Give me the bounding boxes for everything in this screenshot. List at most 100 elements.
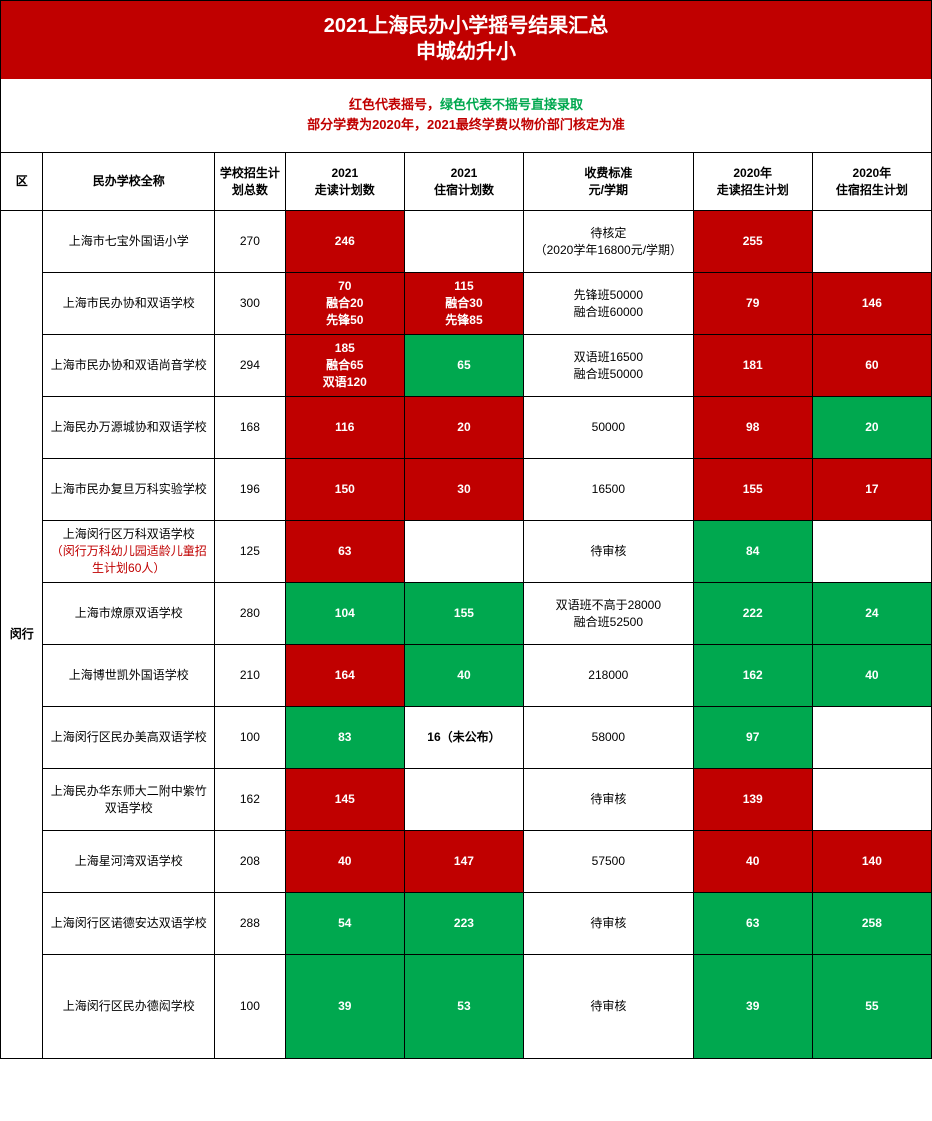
table-row: 上海博世凯外国语学校2101644021800016240: [1, 645, 932, 707]
school-name: 上海市民办协和双语尚音学校: [43, 335, 215, 397]
fee: 58000: [524, 707, 694, 769]
school-name: 上海民办华东师大二附中紫竹双语学校: [43, 769, 215, 831]
school-name: 上海市七宝外国语小学: [43, 211, 215, 273]
day-2020: 39: [693, 955, 812, 1059]
col-header-6: 2020年走读招生计划: [693, 153, 812, 211]
board-2020: 20: [812, 397, 931, 459]
day-2020: 63: [693, 893, 812, 955]
school-name: 上海闵行区万科双语学校（闵行万科幼儿园适龄儿童招生计划60人）: [43, 521, 215, 583]
board-2021: [404, 211, 523, 273]
legend-line2: 部分学费为2020年，2021最终学费以物价部门核定为准: [307, 117, 625, 132]
board-2020: [812, 707, 931, 769]
day-2020: 139: [693, 769, 812, 831]
day-2020: 155: [693, 459, 812, 521]
table-row: 上海民办万源城协和双语学校16811620500009820: [1, 397, 932, 459]
total-plan: 168: [215, 397, 286, 459]
table-row: 上海闵行区万科双语学校（闵行万科幼儿园适龄儿童招生计划60人）12563待审核8…: [1, 521, 932, 583]
fee: 待核定（2020学年16800元/学期）: [524, 211, 694, 273]
fee: 218000: [524, 645, 694, 707]
school-name: 上海民办万源城协和双语学校: [43, 397, 215, 459]
board-2021: 65: [404, 335, 523, 397]
school-name: 上海闵行区民办德闳学校: [43, 955, 215, 1059]
board-2021: 115融合30先锋85: [404, 273, 523, 335]
board-2021: 20: [404, 397, 523, 459]
fee: 双语班16500融合班50000: [524, 335, 694, 397]
fee: 待审核: [524, 769, 694, 831]
board-2021: 30: [404, 459, 523, 521]
total-plan: 100: [215, 707, 286, 769]
day-2020: 98: [693, 397, 812, 459]
fee: 16500: [524, 459, 694, 521]
school-name: 上海市燎原双语学校: [43, 583, 215, 645]
table-row: 上海市燎原双语学校280104155双语班不高于28000融合班52500222…: [1, 583, 932, 645]
fee: 待审核: [524, 955, 694, 1059]
col-header-0: 区: [1, 153, 43, 211]
page-header: 2021上海民办小学摇号结果汇总 申城幼升小: [0, 0, 932, 79]
day-2020: 255: [693, 211, 812, 273]
board-2020: 17: [812, 459, 931, 521]
total-plan: 280: [215, 583, 286, 645]
table-row: 上海市民办协和双语学校30070融合20先锋50115融合30先锋85先锋班50…: [1, 273, 932, 335]
board-2021: [404, 521, 523, 583]
day-2021: 164: [285, 645, 404, 707]
results-table: 区民办学校全称学校招生计划总数2021走读计划数2021住宿计划数收费标准元/学…: [0, 152, 932, 1059]
board-2021: 223: [404, 893, 523, 955]
board-2021: 155: [404, 583, 523, 645]
school-name: 上海闵行区诺德安达双语学校: [43, 893, 215, 955]
total-plan: 162: [215, 769, 286, 831]
total-plan: 294: [215, 335, 286, 397]
total-plan: 100: [215, 955, 286, 1059]
table-header-row: 区民办学校全称学校招生计划总数2021走读计划数2021住宿计划数收费标准元/学…: [1, 153, 932, 211]
header-line1: 2021上海民办小学摇号结果汇总: [1, 13, 931, 39]
day-2020: 40: [693, 831, 812, 893]
day-2021: 70融合20先锋50: [285, 273, 404, 335]
board-2021: 16（未公布）: [404, 707, 523, 769]
col-header-1: 民办学校全称: [43, 153, 215, 211]
table-row: 上海闵行区诺德安达双语学校28854223待审核63258: [1, 893, 932, 955]
fee: 57500: [524, 831, 694, 893]
header-line2: 申城幼升小: [1, 39, 931, 65]
total-plan: 300: [215, 273, 286, 335]
legend-red-1: 红色代表摇号，: [349, 97, 440, 112]
day-2021: 40: [285, 831, 404, 893]
day-2020: 181: [693, 335, 812, 397]
legend-green-1: 绿色代表不摇号直接录取: [440, 97, 583, 112]
table-row: 上海民办华东师大二附中紫竹双语学校162145 待审核139: [1, 769, 932, 831]
col-header-5: 收费标准元/学期: [524, 153, 694, 211]
table-row: 上海市民办复旦万科实验学校196150301650015517: [1, 459, 932, 521]
total-plan: 270: [215, 211, 286, 273]
total-plan: 288: [215, 893, 286, 955]
board-2020: [812, 769, 931, 831]
total-plan: 196: [215, 459, 286, 521]
fee: 待审核: [524, 893, 694, 955]
day-2020: 97: [693, 707, 812, 769]
fee: 先锋班50000融合班60000: [524, 273, 694, 335]
board-2021: [404, 769, 523, 831]
day-2021: 246: [285, 211, 404, 273]
school-name: 上海闵行区民办美高双语学校: [43, 707, 215, 769]
day-2020: 162: [693, 645, 812, 707]
day-2021: 83: [285, 707, 404, 769]
board-2020: 60: [812, 335, 931, 397]
board-2020: [812, 521, 931, 583]
board-2020: 146: [812, 273, 931, 335]
day-2021: 145: [285, 769, 404, 831]
school-name: 上海博世凯外国语学校: [43, 645, 215, 707]
day-2021: 150: [285, 459, 404, 521]
day-2020: 79: [693, 273, 812, 335]
day-2020: 84: [693, 521, 812, 583]
school-name: 上海星河湾双语学校: [43, 831, 215, 893]
table-row: 上海星河湾双语学校208401475750040140: [1, 831, 932, 893]
school-name: 上海市民办协和双语学校: [43, 273, 215, 335]
board-2020: 24: [812, 583, 931, 645]
board-2020: 40: [812, 645, 931, 707]
col-header-3: 2021走读计划数: [285, 153, 404, 211]
total-plan: 208: [215, 831, 286, 893]
board-2021: 147: [404, 831, 523, 893]
board-2021: 53: [404, 955, 523, 1059]
col-header-4: 2021住宿计划数: [404, 153, 523, 211]
day-2020: 222: [693, 583, 812, 645]
legend: 红色代表摇号，绿色代表不摇号直接录取 部分学费为2020年，2021最终学费以物…: [0, 79, 932, 152]
col-header-2: 学校招生计划总数: [215, 153, 286, 211]
fee: 待审核: [524, 521, 694, 583]
